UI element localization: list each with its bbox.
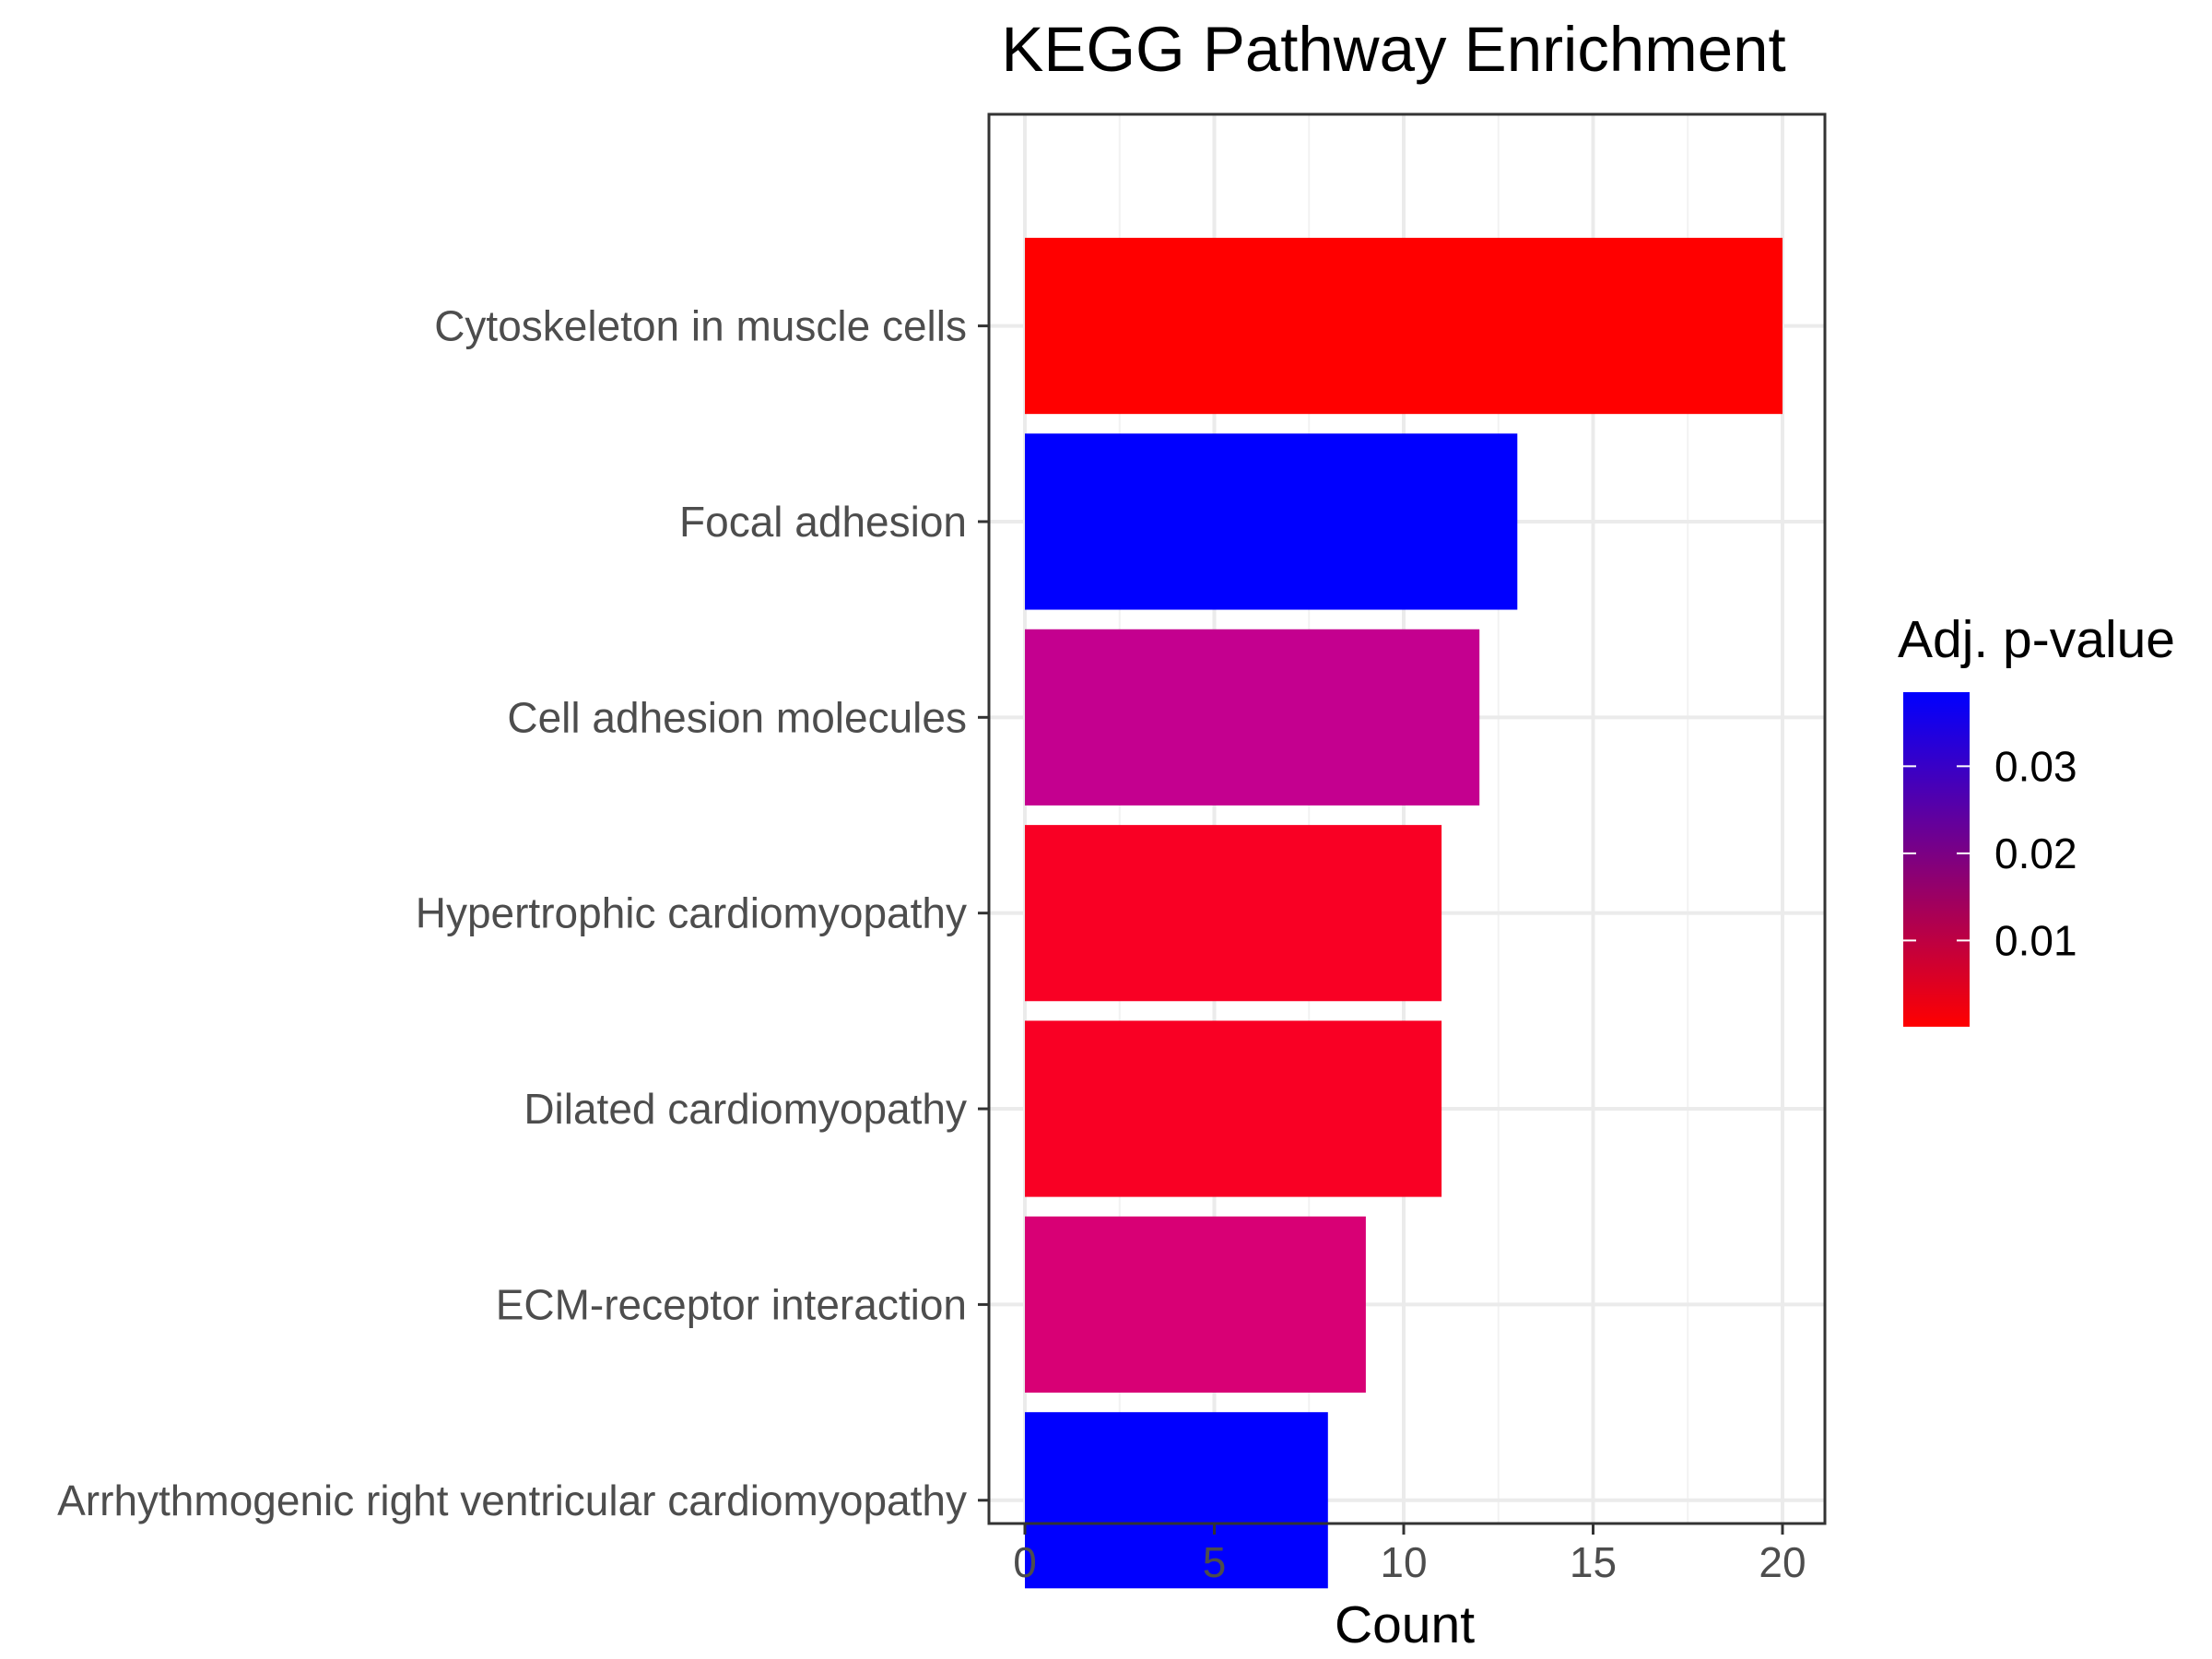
- bar: [1025, 238, 1783, 415]
- x-tick-label: 15: [1570, 1538, 1617, 1586]
- bars: [1025, 238, 1783, 1589]
- y-tick-label: Cell adhesion molecules: [507, 693, 967, 741]
- legend-tick-label: 0.02: [1994, 830, 2077, 877]
- plot-panel-border: [987, 112, 1827, 1525]
- legend-title: Adj. p-value: [1898, 610, 2175, 669]
- y-tick-label: Dilated cardiomyopathy: [524, 1085, 967, 1133]
- bar: [1025, 1020, 1442, 1197]
- bar: [1025, 1216, 1366, 1393]
- x-axis: 0 5 10 15 20: [1013, 1524, 1806, 1586]
- x-tick-label: 10: [1380, 1538, 1427, 1586]
- bar: [1025, 629, 1480, 806]
- legend-ticks: 0.01 0.02 0.03: [1903, 742, 2077, 964]
- x-tick-label: 5: [1203, 1538, 1227, 1586]
- legend: Adj. p-value 0.01 0.02 0.03: [1898, 610, 2175, 1027]
- y-tick-label: Cytoskeleton in muscle cells: [434, 302, 967, 350]
- legend-tick-label: 0.03: [1994, 742, 2077, 790]
- y-tick-label: Focal adhesion: [679, 498, 967, 546]
- y-axis: Cytoskeleton in muscle cells Focal adhesi…: [57, 302, 989, 1524]
- chart-title: KEGG Pathway Enrichment: [1001, 14, 1785, 85]
- y-tick-label: Hypertrophic cardiomyopathy: [416, 889, 967, 937]
- x-tick-label: 0: [1013, 1538, 1037, 1586]
- bar: [1025, 433, 1518, 610]
- y-tick-label: Arrhythmogenic right ventricular cardiom…: [57, 1477, 967, 1524]
- bar: [1025, 825, 1442, 1002]
- x-axis-title: Count: [1335, 1595, 1475, 1654]
- y-tick-label: ECM-receptor interaction: [496, 1280, 967, 1328]
- x-tick-label: 20: [1759, 1538, 1806, 1586]
- legend-colorbar: [1903, 692, 1970, 1027]
- legend-tick-label: 0.01: [1994, 916, 2077, 964]
- bar: [1025, 1412, 1328, 1589]
